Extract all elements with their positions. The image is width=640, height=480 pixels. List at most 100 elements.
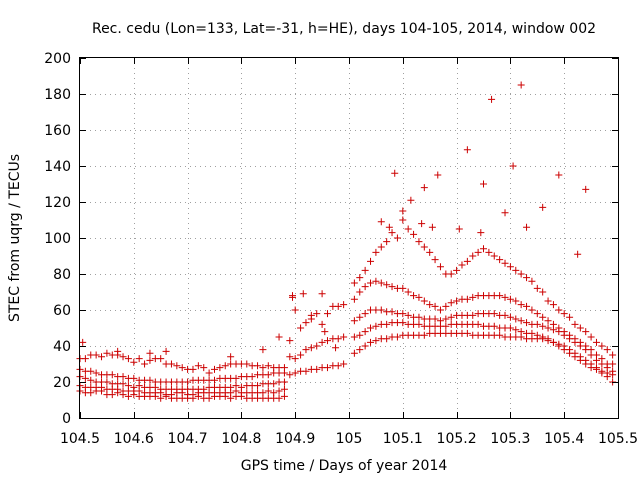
data-point	[592, 364, 600, 372]
data-point	[227, 383, 235, 391]
data-point	[576, 353, 584, 361]
data-point	[367, 257, 375, 265]
data-point	[480, 245, 487, 253]
data-point	[415, 313, 423, 321]
x-tick-label: 104.7	[168, 431, 208, 447]
axis-ticks	[80, 58, 619, 419]
data-point	[566, 335, 574, 343]
data-point	[469, 252, 477, 260]
data-point	[501, 209, 509, 217]
data-point	[506, 295, 514, 303]
data-point	[571, 338, 579, 346]
data-point	[463, 146, 471, 154]
data-point	[162, 347, 170, 355]
data-point	[388, 308, 396, 316]
data-point	[291, 355, 299, 363]
data-point	[555, 171, 563, 179]
data-point	[592, 338, 600, 346]
data-point	[442, 322, 450, 330]
x-tick-label: 105.5	[598, 431, 638, 447]
data-point	[388, 229, 396, 237]
data-point	[399, 284, 407, 292]
data-point	[496, 292, 504, 300]
data-point	[103, 349, 111, 357]
data-point	[332, 344, 340, 352]
data-point	[490, 252, 498, 260]
data-point	[334, 335, 342, 343]
data-point	[307, 344, 315, 352]
y-tick-labels: 0 20 40 60 80 100 120 140 160 180 200	[44, 51, 71, 427]
data-point	[259, 364, 267, 372]
data-point	[157, 355, 165, 363]
data-point	[549, 338, 557, 346]
data-point	[286, 337, 294, 345]
data-point	[609, 360, 617, 368]
data-point	[474, 248, 482, 256]
data-point	[119, 373, 127, 381]
data-point	[528, 306, 536, 314]
data-point	[81, 355, 89, 363]
y-tick-label: 200	[44, 51, 71, 67]
data-point	[517, 333, 525, 341]
data-point	[576, 342, 584, 350]
data-point	[549, 301, 557, 309]
data-point	[367, 324, 375, 332]
x-tick-label: 104.9	[275, 431, 315, 447]
data-point	[280, 392, 288, 400]
data-point	[469, 311, 477, 319]
data-point	[237, 383, 245, 391]
x-tick-label: 104.5	[60, 431, 100, 447]
data-point	[299, 290, 307, 298]
data-point	[340, 301, 348, 309]
data-point	[517, 270, 525, 278]
data-point	[404, 311, 412, 319]
data-point	[124, 355, 132, 363]
data-point	[372, 337, 380, 345]
data-point	[544, 297, 552, 305]
data-point	[436, 306, 444, 314]
data-point	[501, 259, 509, 267]
data-point	[523, 302, 531, 310]
data-point	[560, 342, 568, 350]
data-point	[184, 378, 192, 386]
data-point	[431, 315, 439, 323]
data-point	[469, 293, 477, 301]
data-point	[383, 320, 391, 328]
data-point	[496, 256, 504, 264]
data-point	[523, 223, 531, 231]
data-point	[453, 266, 461, 274]
data-point	[544, 324, 552, 332]
data-point	[447, 299, 455, 307]
data-point	[566, 313, 574, 321]
data-point	[350, 279, 358, 287]
data-point	[205, 369, 213, 377]
data-point	[388, 283, 396, 291]
data-point	[377, 243, 385, 251]
data-point	[173, 362, 181, 370]
data-point	[211, 365, 218, 373]
data-point	[539, 322, 547, 330]
data-point	[216, 364, 224, 372]
data-point	[307, 315, 315, 323]
data-point	[566, 346, 574, 354]
data-point	[453, 297, 461, 305]
data-point	[275, 394, 283, 402]
y-axis-label: STEC from uqrg / TECUs	[7, 154, 23, 322]
data-point	[356, 313, 364, 321]
data-point	[361, 266, 369, 274]
data-point	[404, 288, 412, 296]
data-point	[528, 277, 536, 285]
data-point	[399, 319, 407, 327]
data-point	[383, 335, 391, 343]
data-point	[447, 270, 455, 278]
data-point	[431, 256, 439, 264]
data-point	[404, 225, 412, 233]
data-point	[318, 320, 326, 328]
data-point	[361, 310, 369, 318]
data-point	[506, 324, 514, 332]
y-tick-label: 60	[53, 303, 71, 319]
data-point	[582, 328, 590, 336]
data-point	[243, 360, 251, 368]
data-point	[264, 387, 272, 395]
data-point	[280, 364, 288, 372]
